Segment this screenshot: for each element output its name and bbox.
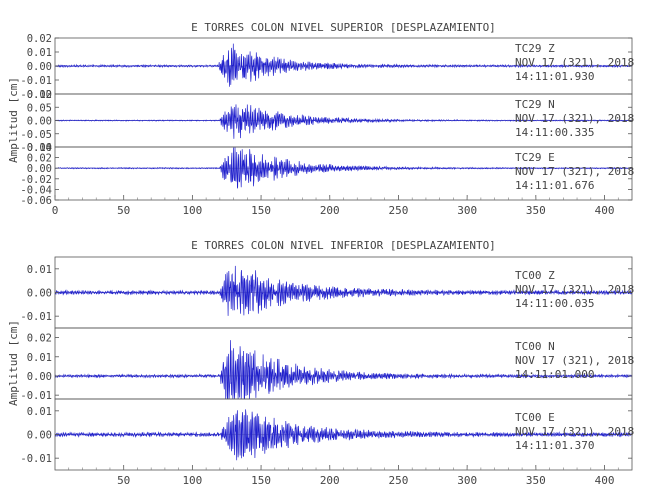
- trace-date-label: NOV 17 (321), 2018: [515, 354, 634, 367]
- y-tick-label: 0.01: [27, 352, 52, 364]
- x-tick-label: 200: [320, 204, 340, 217]
- x-tick-label: 350: [526, 204, 546, 217]
- station-component-label: TC00 N: [515, 340, 555, 353]
- trace-time-label: 14:11:01.930: [515, 70, 594, 83]
- waveform-line: [54, 43, 633, 87]
- y-tick-label: 0.04: [27, 142, 52, 154]
- x-tick-label: 300: [457, 204, 477, 217]
- y-tick-label: 0.00: [27, 430, 52, 442]
- y-tick-label: 0.01: [27, 406, 52, 418]
- y-tick-label: 0.00: [27, 163, 52, 175]
- y-tick-label: 0.10: [27, 89, 52, 101]
- y-tick-label: 0.02: [27, 153, 52, 165]
- x-tick-label: 150: [251, 474, 271, 487]
- figure-title: E TORRES COLON NIVEL INFERIOR [DESPLAZAM…: [191, 239, 496, 252]
- x-tick-label: 250: [389, 204, 409, 217]
- station-component-label: TC29 Z: [515, 42, 555, 55]
- y-tick-label: 0.02: [27, 33, 52, 45]
- y-tick-label: -0.05: [20, 129, 52, 141]
- station-component-label: TC00 Z: [515, 269, 555, 282]
- trace-time-label: 14:11:00.035: [515, 297, 594, 310]
- y-tick-label: 0.02: [27, 333, 52, 345]
- trace-time-label: 14:11:01.370: [515, 439, 594, 452]
- y-tick-label: -0.01: [20, 453, 52, 465]
- trace-time-label: 14:11:01.676: [515, 179, 594, 192]
- y-axis-label: Amplitud [cm]: [7, 320, 20, 406]
- trace-time-label: 14:11:01.000: [515, 368, 594, 381]
- y-tick-label: 0.00: [27, 61, 52, 73]
- waveform-line: [54, 409, 633, 461]
- y-tick-label: 0.01: [27, 47, 52, 59]
- y-tick-label: -0.04: [20, 184, 52, 196]
- y-tick-label: -0.02: [20, 89, 52, 101]
- y-tick-label: 0.01: [27, 264, 52, 276]
- x-tick-label: 150: [251, 204, 271, 217]
- y-tick-label: 0.00: [27, 371, 52, 383]
- y-tick-label: -0.01: [20, 311, 52, 323]
- x-tick-label: 350: [526, 474, 546, 487]
- station-component-label: TC29 E: [515, 151, 555, 164]
- y-tick-label: 0.00: [27, 288, 52, 300]
- y-tick-label: 0.00: [27, 116, 52, 128]
- y-tick-label: -0.01: [20, 390, 52, 402]
- waveform-line: [54, 146, 633, 189]
- trace-date-label: NOV 17 (321), 2018: [515, 112, 634, 125]
- waveform-line: [54, 340, 633, 400]
- waveform-line: [55, 104, 632, 139]
- x-tick-label: 50: [117, 474, 130, 487]
- y-tick-label: -0.06: [20, 195, 52, 207]
- trace-date-label: NOV 17 (321), 2018: [515, 425, 634, 438]
- station-component-label: TC00 E: [515, 411, 555, 424]
- x-tick-label: 250: [389, 474, 409, 487]
- station-component-label: TC29 N: [515, 98, 555, 111]
- y-tick-label: -0.01: [20, 75, 52, 87]
- figure-title: E TORRES COLON NIVEL SUPERIOR [DESPLAZAM…: [191, 21, 496, 34]
- x-tick-label: 400: [595, 474, 615, 487]
- trace-time-label: 14:11:00.335: [515, 126, 594, 139]
- x-tick-label: 400: [595, 204, 615, 217]
- x-tick-label: 300: [457, 474, 477, 487]
- y-tick-label: -0.10: [20, 142, 52, 154]
- y-tick-label: -0.02: [20, 174, 52, 186]
- trace-date-label: NOV 17 (321), 2018: [515, 56, 634, 69]
- x-tick-label: 50: [117, 204, 130, 217]
- y-axis-label: Amplitud [cm]: [7, 77, 20, 163]
- x-tick-label: 200: [320, 474, 340, 487]
- x-tick-label: 0: [52, 204, 59, 217]
- trace-date-label: NOV 17 (321), 2018: [515, 165, 634, 178]
- waveform-line: [54, 265, 633, 316]
- trace-date-label: NOV 17 (321), 2018: [515, 283, 634, 296]
- x-tick-label: 100: [182, 204, 202, 217]
- x-tick-label: 100: [182, 474, 202, 487]
- y-tick-label: 0.05: [27, 102, 52, 114]
